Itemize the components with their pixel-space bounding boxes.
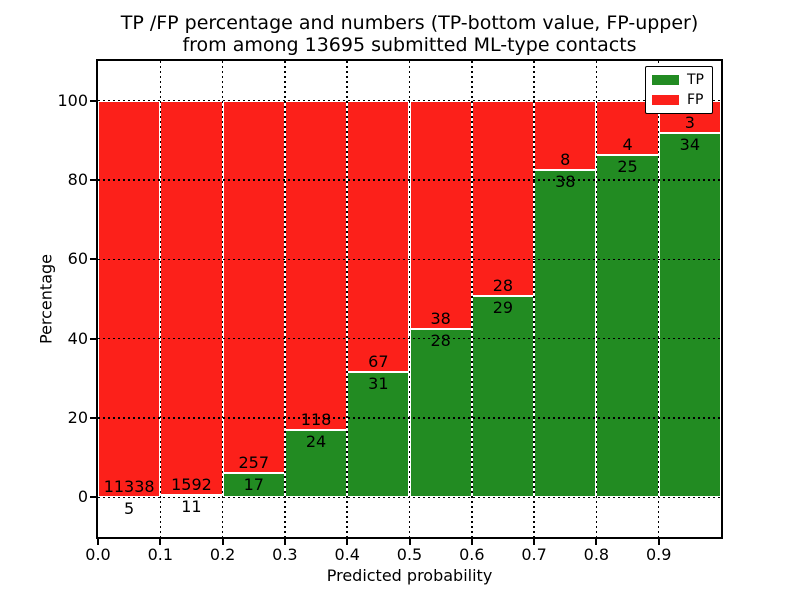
y-tick-mark bbox=[90, 179, 96, 181]
x-tick-mark bbox=[346, 539, 349, 545]
tp-count-label: 29 bbox=[492, 297, 514, 317]
fp-count-label: 38 bbox=[430, 309, 451, 329]
x-gridline bbox=[221, 61, 224, 537]
y-tick-mark bbox=[90, 99, 96, 102]
chart-title-line2: from among 13695 submitted ML-type conta… bbox=[182, 34, 637, 56]
x-tick-mark bbox=[159, 539, 162, 545]
y-tick-mark bbox=[90, 417, 96, 419]
x-gridline bbox=[346, 61, 348, 537]
x-tick-mark bbox=[283, 539, 286, 545]
bar-segment-fp bbox=[409, 100, 472, 330]
tp-count-label: 5 bbox=[124, 499, 135, 519]
fp-count-label: 3 bbox=[684, 112, 695, 132]
tp-count-label: 24 bbox=[305, 432, 327, 452]
x-gridline bbox=[471, 61, 473, 537]
y-tick-label: 80 bbox=[67, 170, 88, 189]
x-tick-label: 0.9 bbox=[645, 545, 672, 564]
bar-segment-tp bbox=[596, 155, 659, 498]
x-tick-mark bbox=[657, 539, 660, 545]
bar-segment-fp bbox=[534, 100, 597, 170]
tp-count-label: 25 bbox=[617, 157, 638, 177]
x-tick-label: 0.7 bbox=[521, 545, 547, 564]
tp-color-swatch bbox=[652, 75, 679, 85]
x-tick-label: 0.2 bbox=[209, 545, 236, 564]
x-axis-label: Predicted probability bbox=[326, 566, 493, 585]
y-tick-label: 60 bbox=[67, 249, 88, 269]
bar-segment-fp bbox=[347, 100, 410, 372]
fp-count-label: 11338 bbox=[103, 477, 155, 497]
legend-entry-fp: FP bbox=[652, 92, 706, 108]
x-tick-label: 0.8 bbox=[583, 545, 610, 564]
fp-color-swatch bbox=[652, 95, 679, 105]
fp-count-label: 28 bbox=[492, 275, 514, 295]
y-tick-mark bbox=[90, 258, 96, 261]
x-tick-label: 0.4 bbox=[334, 545, 360, 564]
x-gridline bbox=[408, 61, 411, 537]
y-gridline bbox=[98, 99, 721, 102]
legend-label-tp: TP bbox=[687, 72, 704, 88]
x-tick-mark bbox=[97, 539, 99, 545]
tp-count-label: 38 bbox=[555, 171, 576, 191]
y-tick-label: 20 bbox=[67, 408, 88, 427]
x-tick-label: 0.1 bbox=[147, 545, 174, 564]
fp-count-label: 257 bbox=[238, 452, 270, 472]
x-gridline bbox=[159, 61, 162, 537]
bar-segment-tp bbox=[534, 169, 597, 498]
x-gridline bbox=[533, 61, 535, 537]
y-gridline bbox=[98, 258, 721, 261]
y-tick-label: 40 bbox=[67, 328, 88, 348]
x-tick-mark bbox=[595, 539, 598, 545]
fp-count-label: 1592 bbox=[171, 474, 212, 494]
legend-entry-tp: TP bbox=[652, 72, 706, 88]
legend: TP FP bbox=[645, 66, 713, 114]
y-gridline bbox=[98, 496, 721, 499]
y-gridline bbox=[98, 179, 721, 181]
tp-count-label: 31 bbox=[368, 373, 389, 393]
y-tick-label: 0 bbox=[77, 487, 88, 507]
y-gridline bbox=[98, 417, 721, 419]
x-tick-mark bbox=[470, 539, 473, 545]
x-tick-label: 0.5 bbox=[396, 545, 423, 564]
bar-segment-fp bbox=[98, 100, 161, 498]
x-gridline bbox=[595, 61, 598, 537]
chart-title: TP /FP percentage and numbers (TP-bottom… bbox=[98, 12, 721, 56]
y-tick-mark bbox=[90, 496, 96, 499]
fp-count-label: 118 bbox=[300, 410, 332, 430]
bar-segment-fp bbox=[284, 100, 348, 431]
bar-segment-fp bbox=[471, 100, 535, 296]
tp-count-label: 28 bbox=[430, 331, 451, 351]
x-tick-mark bbox=[221, 539, 224, 545]
x-tick-label: 0.0 bbox=[85, 545, 111, 564]
fp-count-label: 8 bbox=[560, 149, 571, 169]
bar-segment-tp bbox=[658, 132, 721, 498]
tp-count-label: 34 bbox=[679, 134, 701, 154]
tp-count-label: 11 bbox=[181, 496, 202, 516]
x-tick-mark bbox=[533, 539, 536, 545]
fp-count-label: 4 bbox=[622, 135, 633, 155]
x-tick-label: 0.3 bbox=[272, 545, 298, 564]
chart-title-line1: TP /FP percentage and numbers (TP-bottom… bbox=[120, 12, 699, 34]
tp-count-label: 17 bbox=[243, 474, 264, 494]
fp-count-label: 67 bbox=[368, 351, 389, 371]
x-tick-label: 0.6 bbox=[459, 545, 485, 564]
legend-label-fp: FP bbox=[687, 92, 704, 108]
bar-segment-tp bbox=[471, 295, 535, 498]
y-tick-label: 100 bbox=[57, 90, 88, 110]
bar-segment-fp bbox=[160, 100, 223, 495]
x-gridline bbox=[284, 61, 286, 537]
y-tick-mark bbox=[90, 337, 96, 340]
bar-segment-tp bbox=[409, 329, 472, 498]
x-tick-mark bbox=[408, 539, 411, 545]
y-gridline bbox=[98, 337, 721, 340]
x-gridline bbox=[657, 61, 660, 537]
